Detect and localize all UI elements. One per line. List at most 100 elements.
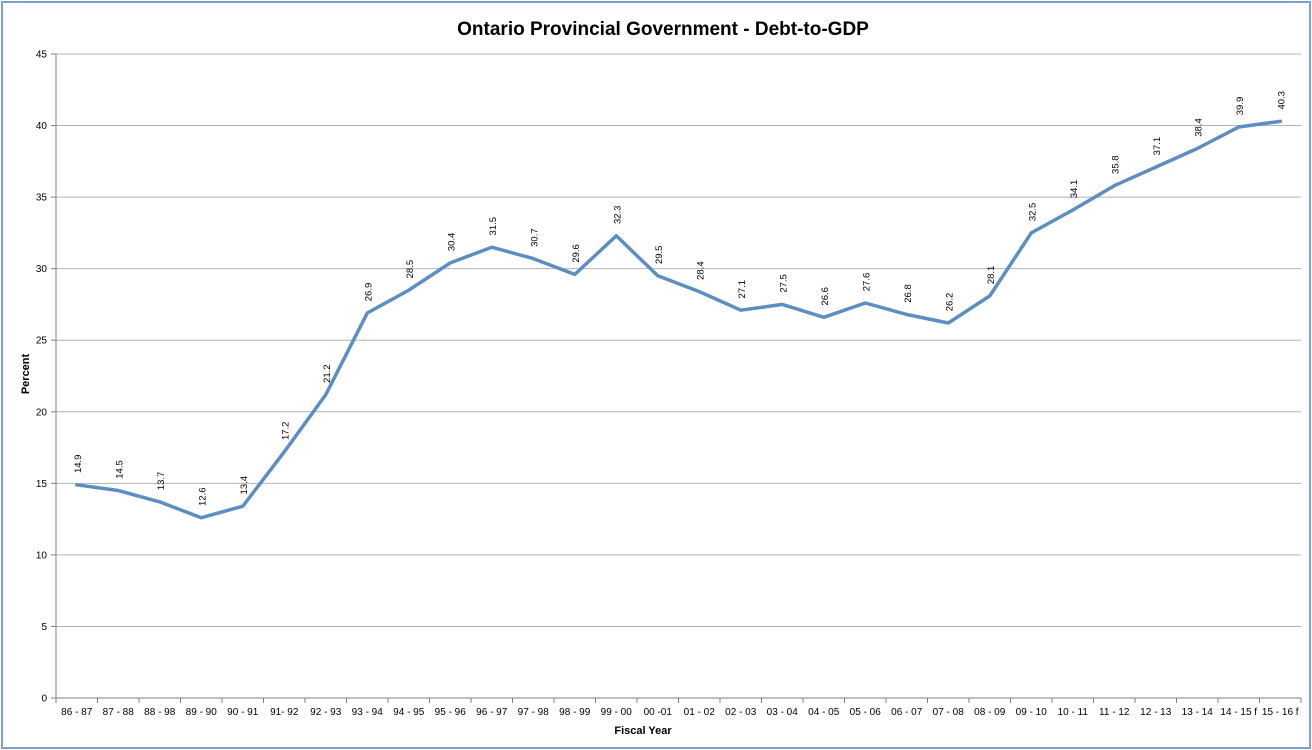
data-point-17: [780, 302, 784, 306]
x-tick-label-19: 05 - 06: [850, 707, 882, 718]
data-point-19: [863, 301, 867, 305]
x-tick-label-8: 94 - 95: [393, 707, 425, 718]
x-tick-label-18: 04 - 05: [808, 707, 840, 718]
data-label-17: 27.5: [778, 274, 789, 293]
x-tick-label-14: 00 -01: [644, 707, 673, 718]
x-tick-label-15: 01 - 02: [684, 707, 716, 718]
gridlines: [56, 53, 1301, 627]
data-label-22: 28.1: [986, 266, 997, 285]
data-label-5: 17.2: [280, 422, 291, 441]
data-label-21: 26.2: [944, 293, 955, 312]
data-label-28: 39.9: [1235, 97, 1246, 116]
data-label-11: 30.7: [529, 228, 540, 247]
line-chart: Ontario Provincial Government - Debt-to-…: [20, 19, 1302, 737]
x-tick-label-1: 87 - 88: [103, 707, 135, 718]
chart-title: Ontario Provincial Government - Debt-to-…: [457, 19, 869, 40]
x-tick-label-7: 93 - 94: [352, 707, 384, 718]
data-label-15: 28.4: [695, 261, 706, 280]
data-point-9: [448, 261, 452, 265]
axes: [55, 54, 1301, 699]
x-tick-label-0: 86 - 87: [61, 707, 93, 718]
data-point-3: [199, 516, 203, 520]
x-tick-label-29: 15 - 16 f: [1262, 707, 1299, 718]
data-point-18: [822, 315, 826, 319]
y-tick-label-30: 30: [36, 264, 48, 275]
data-label-19: 27.6: [861, 273, 872, 292]
data-point-5: [282, 450, 286, 454]
x-tick-label-20: 06 - 07: [891, 707, 923, 718]
x-tick-label-13: 99 - 00: [601, 707, 633, 718]
data-label-20: 26.8: [903, 284, 914, 303]
data-point-1: [116, 488, 120, 492]
y-tick-label-25: 25: [36, 336, 48, 347]
x-tick-label-27: 13 - 14: [1182, 707, 1214, 718]
x-tick-label-3: 89 - 90: [186, 707, 218, 718]
series-line: [75, 119, 1283, 520]
x-tick-label-28: 14 - 15 f: [1220, 707, 1257, 718]
data-label-12: 29.6: [571, 244, 582, 263]
data-point-29: [1278, 119, 1282, 123]
data-label-24: 34.1: [1069, 180, 1080, 199]
x-tick-label-21: 07 - 08: [933, 707, 965, 718]
x-tick-label-26: 12 - 13: [1140, 707, 1172, 718]
data-point-6: [324, 393, 328, 397]
y-tick-label-40: 40: [36, 121, 48, 132]
x-tick-label-10: 96 - 97: [476, 707, 508, 718]
data-label-29: 40.3: [1276, 91, 1287, 110]
data-point-28: [1237, 125, 1241, 129]
data-label-23: 32.5: [1027, 203, 1038, 222]
x-axis-title: Fiscal Year: [614, 725, 672, 737]
y-tick-label-15: 15: [36, 479, 48, 490]
data-point-0: [75, 483, 79, 487]
data-label-13: 32.3: [612, 206, 623, 225]
y-tick-label-10: 10: [36, 550, 48, 561]
x-tick-label-24: 10 - 11: [1058, 707, 1089, 718]
x-tick-label-23: 09 - 10: [1016, 707, 1048, 718]
data-point-13: [614, 234, 618, 238]
y-axis-title: Percent: [20, 353, 32, 394]
data-point-24: [1071, 208, 1075, 212]
data-label-14: 29.5: [654, 246, 665, 264]
data-point-22: [988, 294, 992, 298]
x-tick-label-9: 95 - 96: [435, 707, 467, 718]
data-point-26: [1154, 165, 1158, 169]
data-point-21: [946, 321, 950, 325]
data-label-3: 12.6: [197, 487, 208, 506]
y-tick-label-35: 35: [36, 193, 48, 204]
data-label-0: 14.9: [73, 455, 84, 474]
data-label-7: 26.9: [363, 283, 374, 302]
data-point-23: [1029, 231, 1033, 235]
y-tick-label-0: 0: [41, 694, 47, 705]
data-label-2: 13.7: [156, 472, 167, 491]
x-tick-label-17: 03 - 04: [767, 707, 799, 718]
x-tick-label-5: 91- 92: [270, 707, 299, 718]
x-tick-label-25: 11 - 12: [1099, 707, 1130, 718]
y-tick-label-5: 5: [41, 622, 47, 633]
data-point-8: [407, 288, 411, 292]
data-point-4: [241, 504, 245, 508]
data-label-9: 30.4: [446, 233, 457, 252]
data-label-18: 26.6: [820, 287, 831, 306]
x-tick-label-12: 98 - 99: [559, 707, 591, 718]
data-point-20: [905, 312, 909, 316]
data-point-14: [656, 274, 660, 278]
x-tick-label-22: 08 - 09: [974, 707, 1006, 718]
x-tick-label-16: 02 - 03: [725, 707, 757, 718]
data-label-8: 28.5: [405, 260, 416, 279]
data-label-27: 38.4: [1193, 118, 1204, 137]
data-point-16: [739, 308, 743, 312]
data-point-15: [697, 290, 701, 294]
data-label-16: 27.1: [737, 280, 748, 299]
data-point-2: [158, 500, 162, 504]
data-label-1: 14.5: [114, 460, 125, 479]
x-axis-ticks: 86 - 87 87 - 88 88 - 98 89 - 90 90 - 91 91- 9…: [55, 698, 1302, 718]
y-tick-label-20: 20: [36, 407, 48, 418]
data-label-10: 31.5: [488, 217, 499, 236]
data-point-11: [531, 257, 535, 261]
data-point-7: [365, 311, 369, 315]
y-axis-ticks: 0 5 10 15 20 25 30 35 40 45: [36, 50, 56, 705]
data-point-25: [1112, 184, 1116, 188]
x-tick-label-2: 88 - 98: [144, 707, 176, 718]
data-labels: 14.9 14.5 13.7 12.6 13.4 17.2 21.2 26.9 28.5 30.4…: [73, 91, 1287, 520]
